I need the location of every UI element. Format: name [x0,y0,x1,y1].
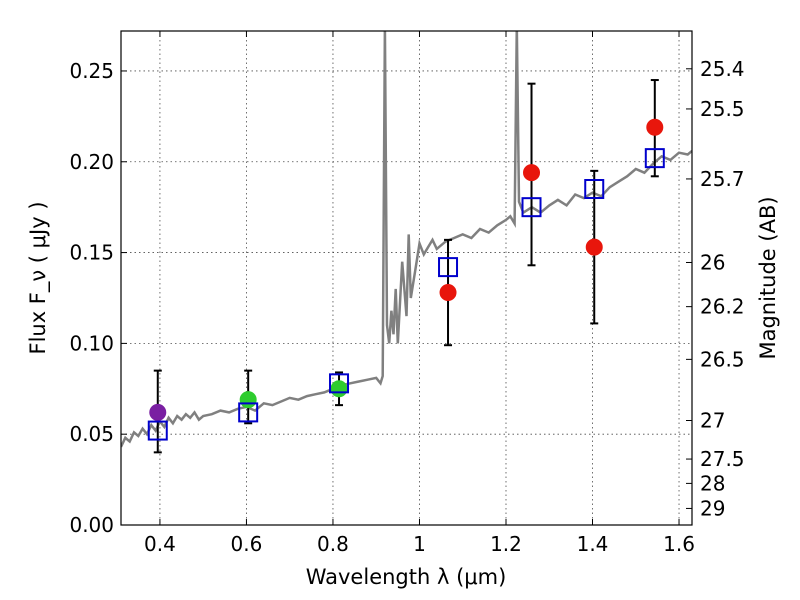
model-photometry-marker [584,179,605,200]
mag-tick-label: 27.5 [700,447,745,471]
model-photometry-marker [521,197,542,218]
observed-flux-point [439,284,457,302]
model-photometry-marker [329,373,350,394]
x-tick-label: 0.4 [144,532,176,556]
y-tick-label: 0.05 [69,422,114,446]
y-tick-label: 0.20 [69,150,114,174]
observed-flux-point [585,238,603,256]
mag-tick-label: 27 [700,408,725,432]
x-tick-label: 1.2 [490,532,522,556]
observed-flux-point [646,118,664,136]
mag-tick-label: 29 [700,496,725,520]
model-photometry-marker [238,402,259,423]
x-axis-label: Wavelength λ (μm) [306,565,507,589]
mag-tick-label: 28 [700,471,725,495]
observed-flux-point [239,391,257,409]
data-points [147,79,665,454]
observed-flux-point [149,403,167,421]
mag-tick-label: 26.5 [700,347,745,371]
x-tick-label: 1.6 [663,532,695,556]
y-axis-right-label: Magnitude (AB) [756,196,780,359]
observed-flux-point [523,164,541,182]
x-tick-label: 0.6 [231,532,263,556]
y-tick-label: 0.00 [69,513,114,537]
model-photometry-marker [644,148,665,169]
mag-tick-label: 25.5 [700,97,745,121]
mag-tick-label: 25.7 [700,167,745,191]
observed-flux-point [330,380,348,398]
y-tick-label: 0.15 [69,241,114,265]
y-tick-label: 0.10 [69,331,114,355]
x-tick-label: 1.4 [577,532,609,556]
mag-tick-label: 25.4 [700,57,745,81]
y-tick-label: 0.25 [69,59,114,83]
x-tick-label: 0.8 [317,532,349,556]
y-axis-label: Flux F_ν ( μJy ) [26,201,51,354]
plot-frame [120,30,693,526]
model-photometry-marker [438,257,459,278]
mag-tick-label: 26 [700,250,725,274]
x-tick-label: 1 [413,532,426,556]
plot-area [121,31,692,454]
mag-tick-label: 26.2 [700,295,745,319]
model-spectrum-line [121,31,692,448]
axis-ticks: 0.4 0.6 0.8 1 1.2 1.4 1.6 0.00 0.05 0.10 0.15 0.20 0… [69,31,745,556]
model-photometry-marker [147,420,168,441]
